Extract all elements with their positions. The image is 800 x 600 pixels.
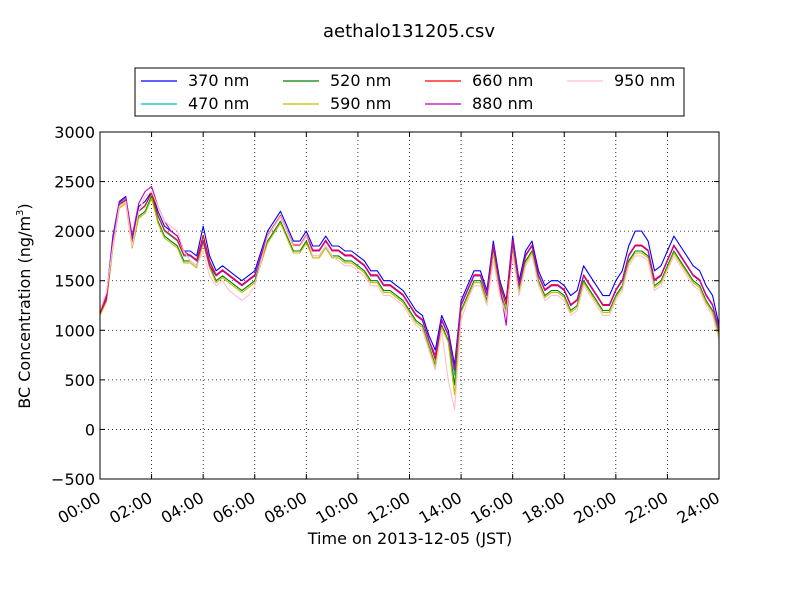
y-tick-label: 0 — [85, 420, 95, 439]
y-axis: −500 0 500 1000 1500 2000 2500 3000 — [51, 123, 719, 489]
legend-label: 950 nm — [614, 71, 675, 90]
series-layer — [99, 185, 720, 411]
series-line — [99, 185, 720, 371]
y-tick-label: 2500 — [54, 173, 95, 192]
legend: 370 nm 470 nm 520 nm 590 nm 660 nm 880 nm 950 … — [134, 67, 685, 117]
y-tick-label: 3000 — [54, 123, 95, 142]
legend-label: 470 nm — [188, 94, 249, 113]
y-axis-label-main: BC Concentration (ng/m — [15, 216, 34, 409]
legend-label: 880 nm — [472, 94, 533, 113]
y-tick-label: 1000 — [54, 321, 95, 340]
chart-title: aethalo131205.csv — [323, 21, 495, 42]
y-tick-label: 2000 — [54, 222, 95, 241]
series-line — [99, 190, 720, 366]
y-tick-label: −500 — [51, 470, 95, 489]
legend-label: 590 nm — [330, 94, 391, 113]
legend-label: 660 nm — [472, 71, 533, 90]
series-line — [99, 190, 720, 411]
x-axis-label: Time on 2013-12-05 (JST) — [307, 529, 512, 548]
y-axis-label-superscript: 3 — [15, 210, 26, 216]
y-axis-label: BC Concentration (ng/m3) — [15, 203, 34, 408]
y-tick-label: 500 — [64, 371, 95, 390]
legend-frame — [134, 67, 685, 117]
legend-label: 520 nm — [330, 71, 391, 90]
y-tick-label: 1500 — [54, 272, 95, 291]
legend-label: 370 nm — [188, 71, 249, 90]
y-axis-label-end: ) — [15, 203, 34, 209]
